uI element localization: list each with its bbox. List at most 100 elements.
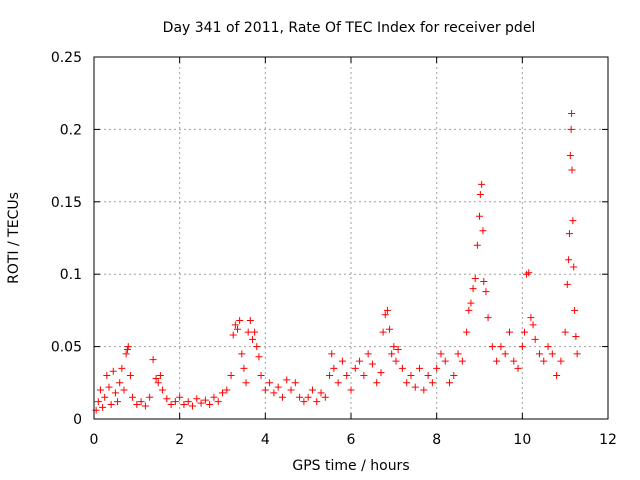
data-point — [163, 395, 171, 403]
data-point — [184, 398, 192, 406]
data-point — [566, 151, 574, 159]
data-point — [548, 350, 556, 358]
data-point — [152, 374, 160, 382]
data-point — [478, 180, 486, 188]
data-point — [308, 386, 316, 394]
data-point — [347, 386, 355, 394]
data-point — [514, 364, 522, 372]
data-point — [122, 350, 130, 358]
data-point — [238, 350, 246, 358]
data-point — [283, 376, 291, 384]
data-point — [111, 389, 119, 397]
data-point — [510, 357, 518, 365]
data-point — [553, 372, 561, 380]
data-point — [253, 343, 261, 351]
data-point — [219, 389, 226, 397]
data-point — [296, 393, 304, 401]
data-point — [300, 398, 308, 406]
data-point — [505, 328, 513, 336]
data-point — [210, 393, 218, 401]
data-point — [458, 357, 466, 365]
y-tick-label: 0.25 — [51, 50, 82, 66]
data-point — [476, 191, 484, 199]
data-point — [563, 280, 571, 288]
data-point — [343, 372, 351, 380]
x-axis-ticks: 0 2 4 6 8 10 12 — [90, 57, 617, 448]
data-point — [116, 379, 124, 387]
data-point — [482, 288, 490, 296]
data-point — [473, 241, 481, 249]
data-point — [525, 269, 533, 277]
data-point — [123, 345, 131, 353]
data-point — [565, 230, 573, 238]
data-point — [351, 364, 359, 372]
data-point — [156, 372, 164, 380]
data-point — [568, 166, 576, 174]
data-point — [233, 325, 241, 333]
data-point — [454, 350, 462, 358]
data-point — [129, 393, 137, 401]
data-point — [328, 350, 336, 358]
data-point — [126, 372, 134, 380]
data-point — [450, 372, 458, 380]
data-point — [291, 379, 299, 387]
data-point — [330, 364, 338, 372]
data-point — [573, 350, 581, 358]
data-point — [257, 372, 265, 380]
data-point — [476, 212, 483, 220]
data-point — [96, 386, 104, 394]
data-point — [146, 393, 154, 401]
data-point — [176, 393, 184, 401]
data-point — [240, 364, 248, 372]
data-point — [334, 379, 342, 387]
data-point — [398, 364, 406, 372]
data-point — [527, 314, 535, 322]
data-point — [244, 328, 252, 336]
data-point — [467, 299, 475, 307]
data-point — [229, 331, 237, 339]
data-point — [529, 321, 537, 329]
data-point — [568, 109, 576, 117]
data-point — [381, 311, 389, 319]
data-point — [571, 306, 579, 314]
data-point — [118, 364, 126, 372]
data-point — [317, 389, 325, 397]
x-tick-label: 10 — [513, 432, 531, 448]
data-point — [114, 398, 122, 406]
data-point — [266, 379, 274, 387]
data-point — [364, 350, 372, 358]
data-point — [124, 343, 132, 351]
data-point — [392, 357, 400, 365]
data-point — [368, 360, 376, 368]
x-tick-label: 2 — [175, 432, 184, 448]
data-point — [261, 386, 269, 394]
data-point — [274, 383, 282, 391]
data-point — [570, 263, 578, 271]
data-point — [193, 395, 201, 403]
data-point — [424, 372, 432, 380]
chart-title: Day 341 of 2011, Rate Of TEC Index for r… — [163, 20, 536, 36]
data-point — [557, 357, 565, 365]
y-tick-label: 0.05 — [51, 340, 82, 356]
data-point — [479, 227, 487, 235]
y-tick-label: 0.2 — [60, 122, 82, 138]
data-point — [99, 403, 107, 411]
data-point — [159, 386, 167, 394]
data-point — [390, 343, 398, 351]
data-point — [278, 393, 286, 401]
data-point — [167, 401, 175, 409]
y-axis-label: ROTI / TECUs — [6, 192, 22, 284]
data-point — [379, 328, 387, 336]
data-point — [236, 317, 244, 325]
data-point — [197, 399, 205, 407]
data-point — [407, 372, 415, 380]
data-point — [270, 389, 278, 397]
data-point — [120, 386, 128, 394]
data-point — [356, 357, 364, 365]
y-axis-ticks: 0 0.05 0.1 0.15 0.2 0.25 — [51, 50, 608, 428]
data-point — [326, 372, 334, 380]
data-point — [433, 364, 441, 372]
data-point — [535, 350, 543, 358]
data-point — [437, 350, 445, 358]
